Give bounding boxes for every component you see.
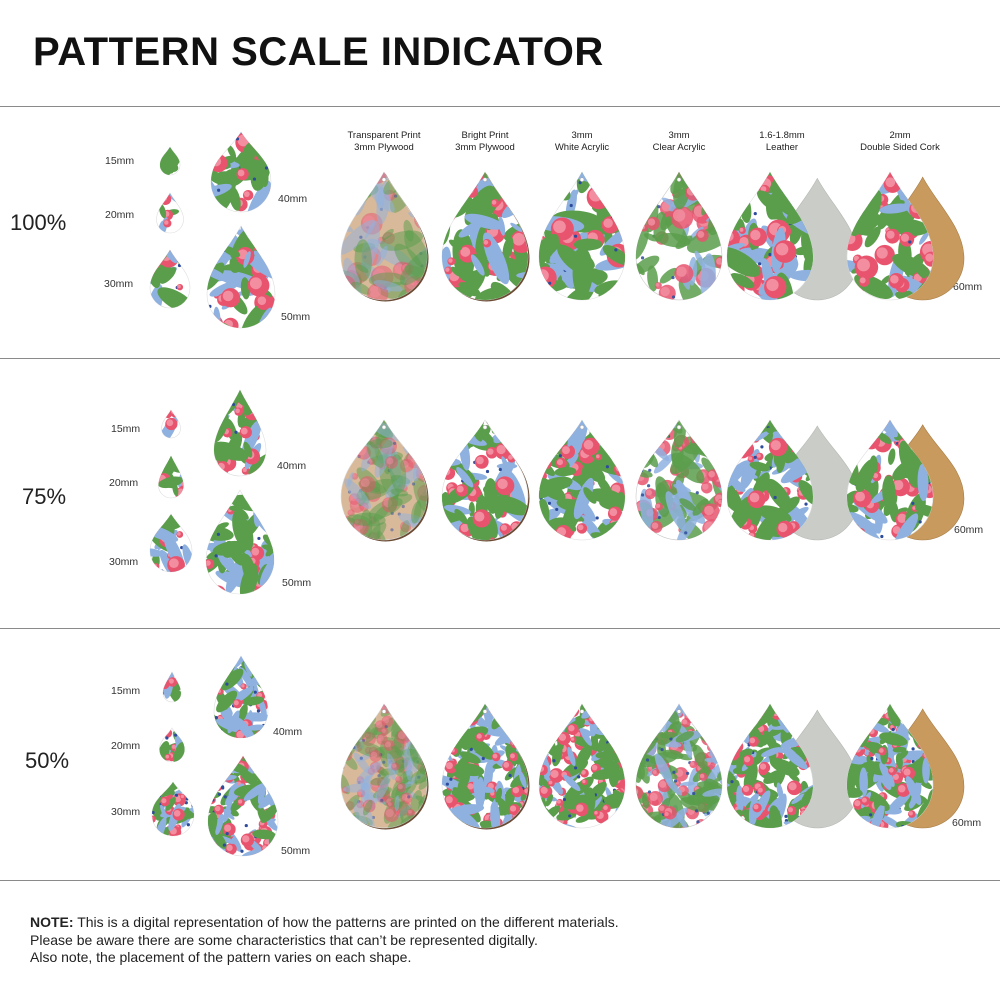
size-label-40mm: 40mm	[277, 460, 307, 472]
size-label-50mm: 50mm	[281, 845, 311, 857]
size-label-60mm: 60mm	[954, 524, 984, 536]
material-header-transparent-plywood: Transparent Print 3mm Plywood	[347, 130, 421, 153]
size-label-15mm: 15mm	[111, 685, 141, 697]
size-label-40mm: 40mm	[278, 193, 308, 205]
size-label-60mm: 60mm	[953, 281, 983, 293]
size-label-20mm: 20mm	[111, 740, 141, 752]
size-label-30mm: 30mm	[104, 278, 134, 290]
material-header-leather: 1.6-1.8mm Leather	[759, 130, 805, 153]
divider-bottom	[0, 880, 1000, 881]
material-header-clear-acrylic: 3mm Clear Acrylic	[652, 130, 706, 153]
divider-top	[0, 106, 1000, 107]
size-label-40mm: 40mm	[273, 726, 303, 738]
size-label-20mm: 20mm	[109, 477, 139, 489]
size-label-20mm: 20mm	[105, 209, 135, 221]
divider-row-2	[0, 628, 1000, 629]
scale-label-50: 50%	[25, 748, 70, 773]
size-label-15mm: 15mm	[111, 423, 141, 435]
size-label-60mm: 60mm	[952, 817, 982, 829]
divider-row-1	[0, 358, 1000, 359]
footnote: NOTE: This is a digital representation o…	[30, 914, 619, 965]
scale-label-75: 75%	[22, 484, 67, 509]
material-header-white-acrylic: 3mm White Acrylic	[554, 130, 610, 153]
scale-label-100: 100%	[10, 210, 67, 235]
material-header-bright-plywood: Bright Print 3mm Plywood	[455, 130, 515, 153]
size-label-30mm: 30mm	[109, 556, 139, 568]
material-header-cork: 2mm Double Sided Cork	[860, 130, 940, 153]
size-label-50mm: 50mm	[282, 577, 312, 589]
size-label-30mm: 30mm	[111, 806, 141, 818]
size-label-15mm: 15mm	[105, 155, 135, 167]
size-label-50mm: 50mm	[281, 311, 311, 323]
page-title: PATTERN SCALE INDICATOR	[33, 30, 604, 74]
